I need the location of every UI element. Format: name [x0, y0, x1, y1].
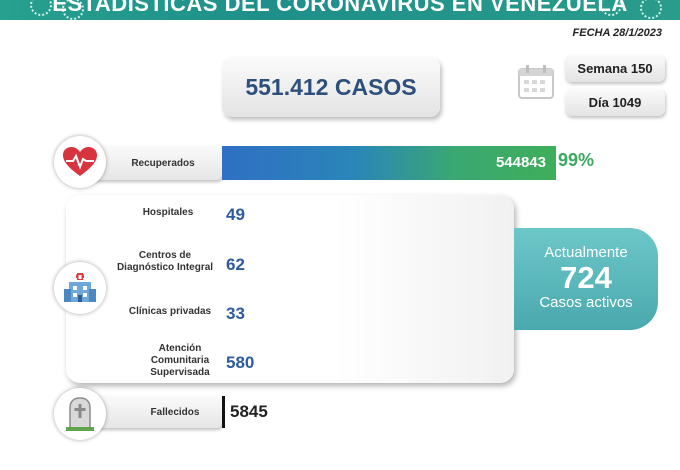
- total-cases-box: 551.412 CASOS: [222, 57, 440, 117]
- hospital-icon-circle: [54, 262, 106, 314]
- week-badge: Semana 150: [565, 55, 665, 82]
- header-title: ESTADÍSTICAS DEL CORONAVIRUS EN VENEZUEL…: [52, 0, 628, 16]
- deaths-value: 5845: [230, 402, 268, 421]
- active-cases-value: 724: [560, 260, 612, 295]
- virus-icon: [62, 0, 84, 20]
- recovered-label: Recuperados: [131, 158, 195, 169]
- deaths-label: Fallecidos: [150, 407, 200, 418]
- facilities-panel: [66, 195, 514, 383]
- community-care-value: 580: [226, 353, 255, 372]
- community-care-label: Atención Comunitaria Supervisada: [150, 343, 210, 378]
- report-date: FECHA 28/1/2023: [572, 27, 662, 39]
- recovered-percent: 99%: [558, 150, 595, 170]
- cdi-value: 62: [226, 255, 245, 274]
- recovered-icon-circle: [54, 136, 106, 188]
- gravestone-icon: [66, 397, 94, 431]
- virus-icon: [30, 0, 52, 16]
- hospitals-label: Hospitales: [142, 207, 194, 218]
- deaths-icon-circle: [54, 388, 106, 440]
- week-label: Semana 150: [577, 61, 653, 76]
- recovered-bar: 544843: [222, 146, 556, 180]
- virus-icon: [640, 0, 662, 19]
- day-badge: Día 1049: [565, 89, 665, 116]
- calendar-icon: [518, 65, 554, 99]
- active-cases-caption: Actualmente: [544, 244, 628, 261]
- hospital-icon: [64, 273, 96, 302]
- private-clinics-label: Clínicas privadas: [128, 306, 212, 317]
- private-clinics-value: 33: [226, 304, 245, 323]
- total-cases-value: 551.412 CASOS: [245, 73, 417, 100]
- header-banner: ESTADÍSTICAS DEL CORONAVIRUS EN VENEZUEL…: [0, 0, 680, 20]
- deaths-bar: [222, 396, 225, 428]
- virus-icon: [600, 0, 622, 16]
- hospitals-value: 49: [226, 205, 245, 224]
- heart-monitor-icon: [63, 147, 97, 176]
- active-cases-label: Casos activos: [539, 294, 633, 311]
- cdi-label: Centros de Diagnóstico Integral: [116, 250, 214, 273]
- recovered-value: 544843: [495, 154, 546, 171]
- active-cases-panel: Actualmente 724 Casos activos: [514, 228, 658, 330]
- day-label: Día 1049: [588, 95, 642, 110]
